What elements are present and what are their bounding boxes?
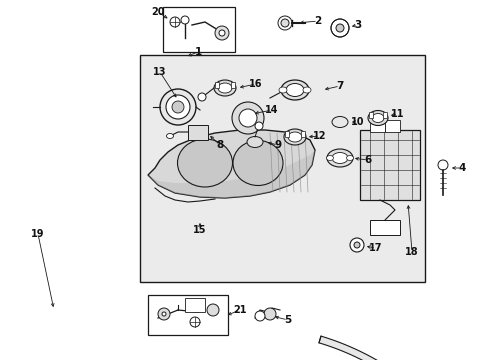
Circle shape <box>231 102 264 134</box>
Ellipse shape <box>326 149 352 167</box>
Ellipse shape <box>166 134 173 139</box>
Ellipse shape <box>246 136 263 148</box>
Circle shape <box>158 308 170 320</box>
Text: 21: 21 <box>233 305 246 315</box>
Ellipse shape <box>331 117 347 127</box>
Circle shape <box>353 242 359 248</box>
Ellipse shape <box>232 140 283 185</box>
Text: 18: 18 <box>405 247 418 257</box>
Ellipse shape <box>346 156 353 161</box>
Polygon shape <box>148 150 314 198</box>
Text: 19: 19 <box>31 229 45 239</box>
Text: 17: 17 <box>368 243 382 253</box>
Circle shape <box>281 19 288 27</box>
Text: 13: 13 <box>153 67 166 77</box>
Bar <box>384 120 399 132</box>
Circle shape <box>330 19 348 37</box>
Ellipse shape <box>326 156 333 161</box>
Bar <box>140 55 424 282</box>
Bar <box>382 112 386 118</box>
Circle shape <box>335 24 343 32</box>
Circle shape <box>190 317 200 327</box>
Circle shape <box>264 308 275 320</box>
Text: 5: 5 <box>284 315 291 325</box>
Text: 15: 15 <box>193 225 206 235</box>
Circle shape <box>239 109 257 127</box>
Circle shape <box>172 101 183 113</box>
Ellipse shape <box>177 139 232 187</box>
Text: 10: 10 <box>350 117 364 127</box>
Bar <box>369 120 384 132</box>
Circle shape <box>160 89 196 125</box>
Text: 11: 11 <box>390 109 404 119</box>
Ellipse shape <box>331 153 347 163</box>
Bar <box>230 82 235 88</box>
Bar <box>301 131 305 137</box>
Bar <box>184 298 204 312</box>
Circle shape <box>278 16 291 30</box>
Circle shape <box>162 312 165 316</box>
Bar <box>215 82 219 88</box>
Bar <box>368 112 372 118</box>
Ellipse shape <box>371 113 383 122</box>
Polygon shape <box>148 130 314 198</box>
Text: 4: 4 <box>457 163 465 173</box>
Circle shape <box>170 17 180 27</box>
Ellipse shape <box>279 87 286 93</box>
Circle shape <box>254 311 264 321</box>
Circle shape <box>206 304 219 316</box>
Circle shape <box>215 26 228 40</box>
Circle shape <box>349 238 363 252</box>
Text: 3: 3 <box>354 20 361 30</box>
Bar <box>359 130 419 200</box>
Ellipse shape <box>214 80 236 96</box>
Polygon shape <box>318 336 460 360</box>
Ellipse shape <box>303 87 310 93</box>
Text: 12: 12 <box>313 131 326 141</box>
Text: 14: 14 <box>264 105 278 115</box>
Text: 1: 1 <box>194 47 201 57</box>
Text: 16: 16 <box>249 79 262 89</box>
Circle shape <box>437 160 447 170</box>
Ellipse shape <box>218 83 231 93</box>
Circle shape <box>198 93 205 101</box>
Circle shape <box>165 95 190 119</box>
Circle shape <box>254 122 263 130</box>
Bar <box>163 7 235 52</box>
Circle shape <box>219 30 224 36</box>
Bar <box>148 295 227 335</box>
Text: 2: 2 <box>314 16 321 26</box>
Bar <box>187 125 207 140</box>
Text: 20: 20 <box>151 7 164 17</box>
Circle shape <box>181 16 189 24</box>
Ellipse shape <box>281 80 308 100</box>
Bar <box>285 131 288 137</box>
Ellipse shape <box>285 84 304 96</box>
Text: 9: 9 <box>274 140 281 150</box>
Text: 7: 7 <box>336 81 343 91</box>
Text: 6: 6 <box>364 155 371 165</box>
Bar <box>369 220 399 235</box>
Text: 8: 8 <box>216 140 223 150</box>
Ellipse shape <box>367 111 387 126</box>
Ellipse shape <box>284 129 305 145</box>
Ellipse shape <box>287 132 302 142</box>
